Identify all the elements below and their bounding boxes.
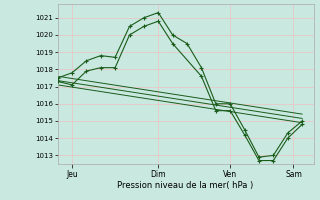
X-axis label: Pression niveau de la mer( hPa ): Pression niveau de la mer( hPa ) <box>117 181 254 190</box>
